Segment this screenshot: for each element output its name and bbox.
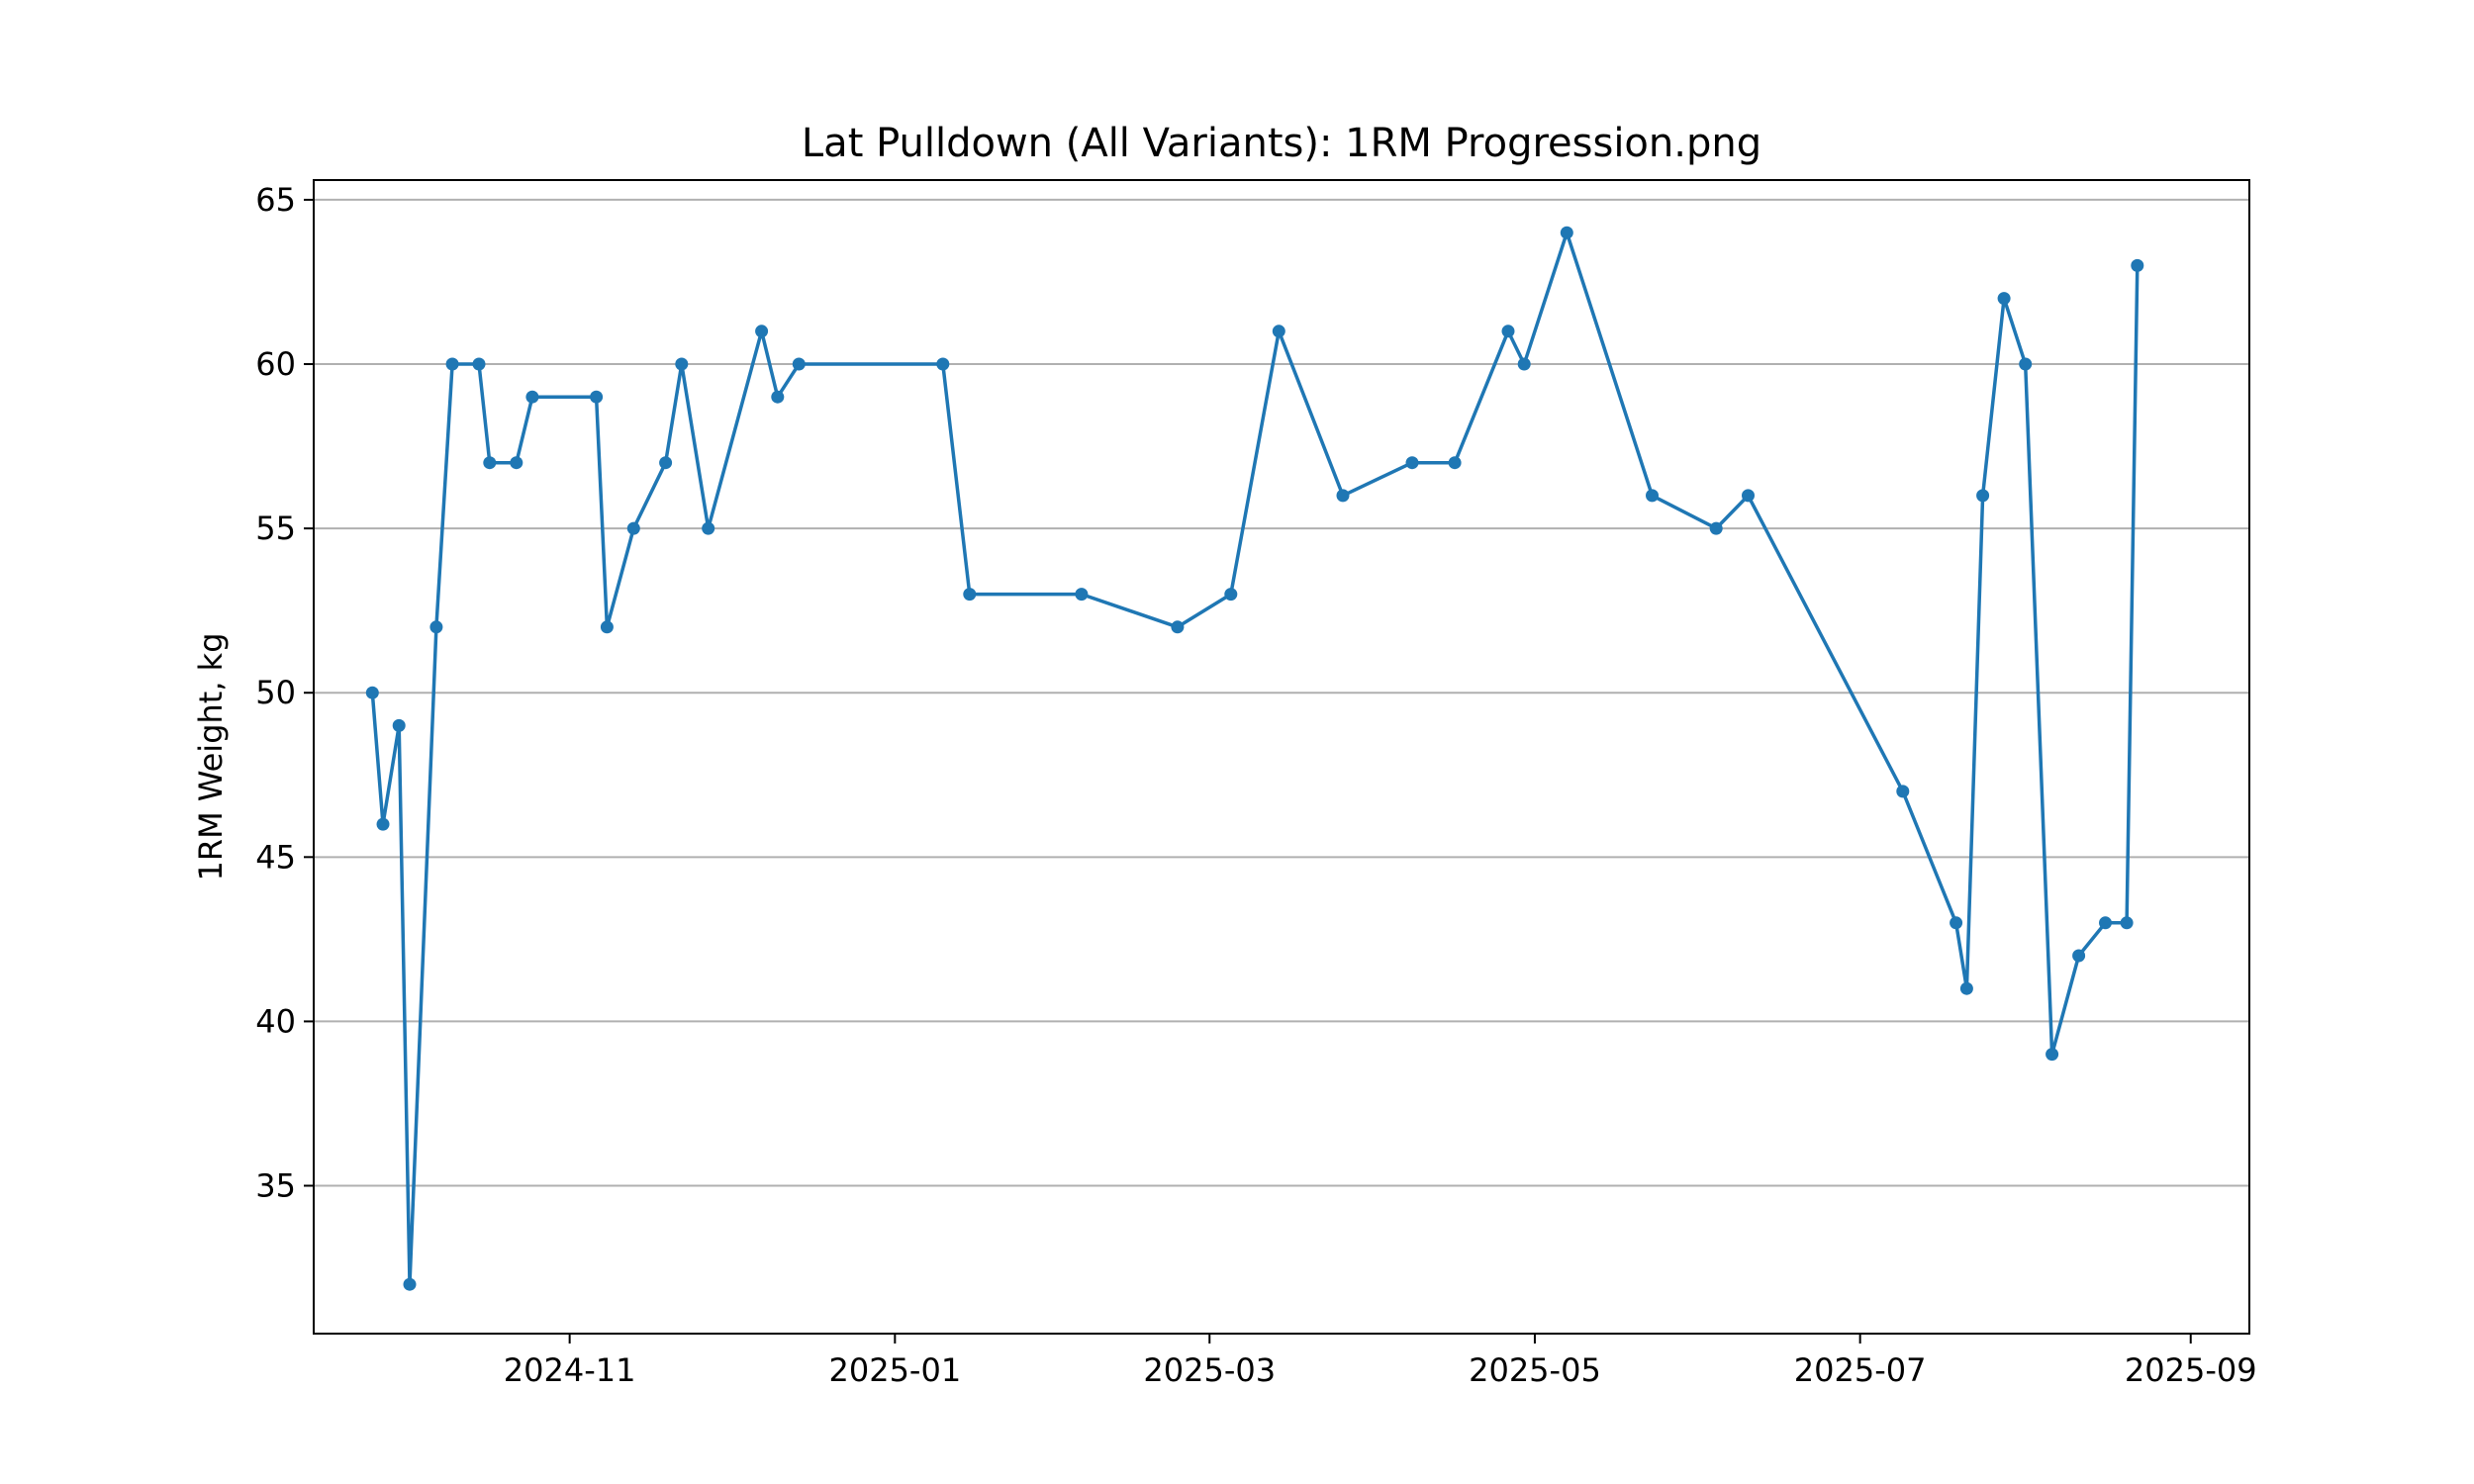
x-tick-label: 2025-01 bbox=[828, 1351, 961, 1389]
data-point bbox=[702, 521, 715, 535]
data-point bbox=[403, 1277, 417, 1291]
data-point bbox=[659, 456, 673, 470]
data-point bbox=[1448, 456, 1462, 470]
data-point bbox=[1560, 226, 1573, 239]
data-point bbox=[365, 686, 379, 699]
y-tick-label: 40 bbox=[255, 1002, 296, 1040]
data-point bbox=[2099, 916, 2112, 930]
data-point bbox=[2019, 357, 2033, 371]
y-tick-label: 35 bbox=[255, 1167, 296, 1205]
data-point bbox=[1272, 325, 1285, 338]
y-tick-label: 45 bbox=[255, 838, 296, 876]
data-point bbox=[1501, 325, 1515, 338]
data-point bbox=[392, 718, 406, 732]
data-point bbox=[1517, 357, 1531, 371]
data-point bbox=[626, 521, 640, 535]
chart-title: Lat Pulldown (All Variants): 1RM Progres… bbox=[802, 121, 1761, 166]
data-point bbox=[376, 817, 390, 831]
y-tick-label: 60 bbox=[255, 345, 296, 383]
data-point bbox=[963, 588, 977, 602]
data-point bbox=[1976, 489, 1990, 503]
data-point bbox=[1896, 785, 1910, 798]
data-point bbox=[472, 357, 486, 371]
data-point bbox=[771, 390, 785, 404]
data-point bbox=[792, 357, 806, 371]
y-axis-label: 1RM Weight, kg bbox=[192, 632, 230, 881]
y-axis: 35 40 45 50 55 60 65 bbox=[255, 181, 314, 1205]
data-point bbox=[600, 620, 614, 634]
data-point bbox=[1997, 292, 2011, 306]
data-point bbox=[1646, 489, 1659, 503]
data-point bbox=[2046, 1048, 2059, 1062]
y-tick-label: 50 bbox=[255, 674, 296, 711]
data-point bbox=[1336, 489, 1350, 503]
data-point bbox=[936, 357, 950, 371]
data-point bbox=[1405, 456, 1419, 470]
data-point bbox=[1959, 981, 1973, 995]
data-point bbox=[525, 390, 539, 404]
data-point bbox=[755, 325, 769, 338]
series-layer bbox=[365, 226, 2144, 1291]
grid-lines bbox=[314, 198, 2249, 1187]
data-point bbox=[1950, 916, 1963, 930]
data-point bbox=[1742, 489, 1755, 503]
plot-frame bbox=[313, 179, 2250, 1335]
x-tick-label: 2025-03 bbox=[1143, 1351, 1276, 1389]
x-tick-label: 2025-07 bbox=[1794, 1351, 1927, 1389]
data-point bbox=[675, 357, 689, 371]
data-point bbox=[510, 456, 523, 470]
x-tick-label: 2025-05 bbox=[1469, 1351, 1601, 1389]
series-line bbox=[370, 231, 2140, 1286]
data-point bbox=[2120, 916, 2134, 930]
data-point bbox=[1709, 521, 1723, 535]
data-point bbox=[2072, 949, 2086, 963]
x-axis: 2024-11 2025-01 2025-03 2025-05 2025-07 2025-… bbox=[504, 1334, 2257, 1389]
y-tick-label: 55 bbox=[255, 510, 296, 547]
data-point bbox=[445, 357, 459, 371]
y-tick-label: 65 bbox=[255, 181, 296, 219]
x-tick-label: 2025-09 bbox=[2125, 1351, 2257, 1389]
data-point bbox=[1171, 620, 1185, 634]
data-point bbox=[483, 456, 497, 470]
x-tick-label: 2024-11 bbox=[504, 1351, 636, 1389]
data-point bbox=[2131, 258, 2144, 272]
data-point bbox=[590, 390, 604, 404]
data-point bbox=[1224, 588, 1238, 602]
data-point bbox=[1075, 588, 1089, 602]
data-point bbox=[429, 620, 443, 634]
